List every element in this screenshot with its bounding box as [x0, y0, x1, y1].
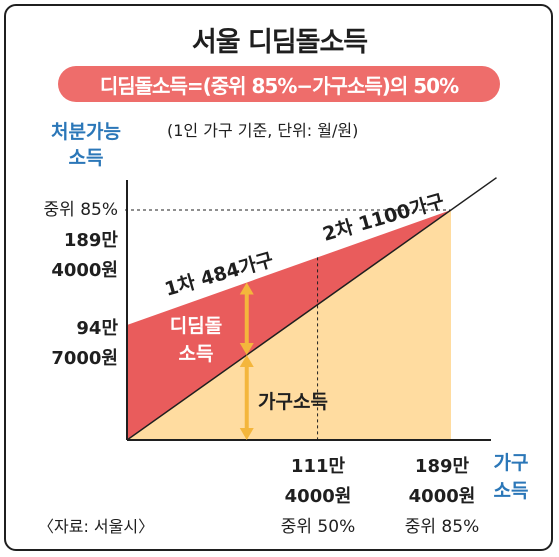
formula-text: 디딤돌소득=(중위 85%−가구소득)의 50% — [99, 73, 459, 98]
unit-note: (1인 가구 기준, 단위: 월/원) — [167, 121, 358, 140]
formula-banner: 디딤돌소득=(중위 85%−가구소득)의 50% — [58, 66, 500, 102]
x-tick-85-line2: 4000원 — [409, 486, 476, 507]
x-tick-50-line1: 111만 — [291, 456, 346, 477]
y-tick-947-line2: 7000원 — [51, 348, 118, 369]
amount-arrows — [239, 282, 254, 440]
household-arrow-head-top — [239, 354, 254, 367]
didimdol-arrow-head-bottom — [239, 342, 254, 355]
x-tick-85-line3: 중위 85% — [405, 517, 479, 537]
household-income-line — [126, 177, 497, 441]
didimdol-label-line1: 디딤돌 — [170, 315, 222, 337]
y-tick-85-line1: 중위 85% — [44, 200, 118, 220]
x-tick-85-line1: 189만 — [415, 456, 470, 477]
household-income-label: 가구소득 — [258, 391, 328, 413]
x-tick-50-line2: 4000원 — [285, 486, 352, 507]
x-axis-label-line1: 가구 — [494, 452, 529, 474]
didimdol-label-line2: 소득 — [179, 343, 214, 365]
household-arrow-head-bottom — [239, 428, 254, 440]
chart-title: 서울 디딤돌소득 — [191, 27, 368, 58]
y-tick-85-line2: 189만 — [64, 230, 119, 251]
y-tick-947-line1: 94만 — [76, 318, 118, 339]
x-axis-label-line2: 소득 — [494, 480, 529, 502]
source-note: 〈자료: 서울시〉 — [38, 517, 154, 536]
y-tick-85-line3: 4000원 — [51, 260, 118, 281]
x-tick-50-line3: 중위 50% — [281, 517, 355, 537]
household-arrow — [239, 354, 254, 440]
didimdol-arrow — [239, 282, 254, 355]
y-axis-label-line2: 소득 — [69, 147, 104, 169]
y-axis-label-line1: 처분가능 — [51, 121, 121, 143]
didimdol-arrow-head-top — [239, 282, 254, 295]
